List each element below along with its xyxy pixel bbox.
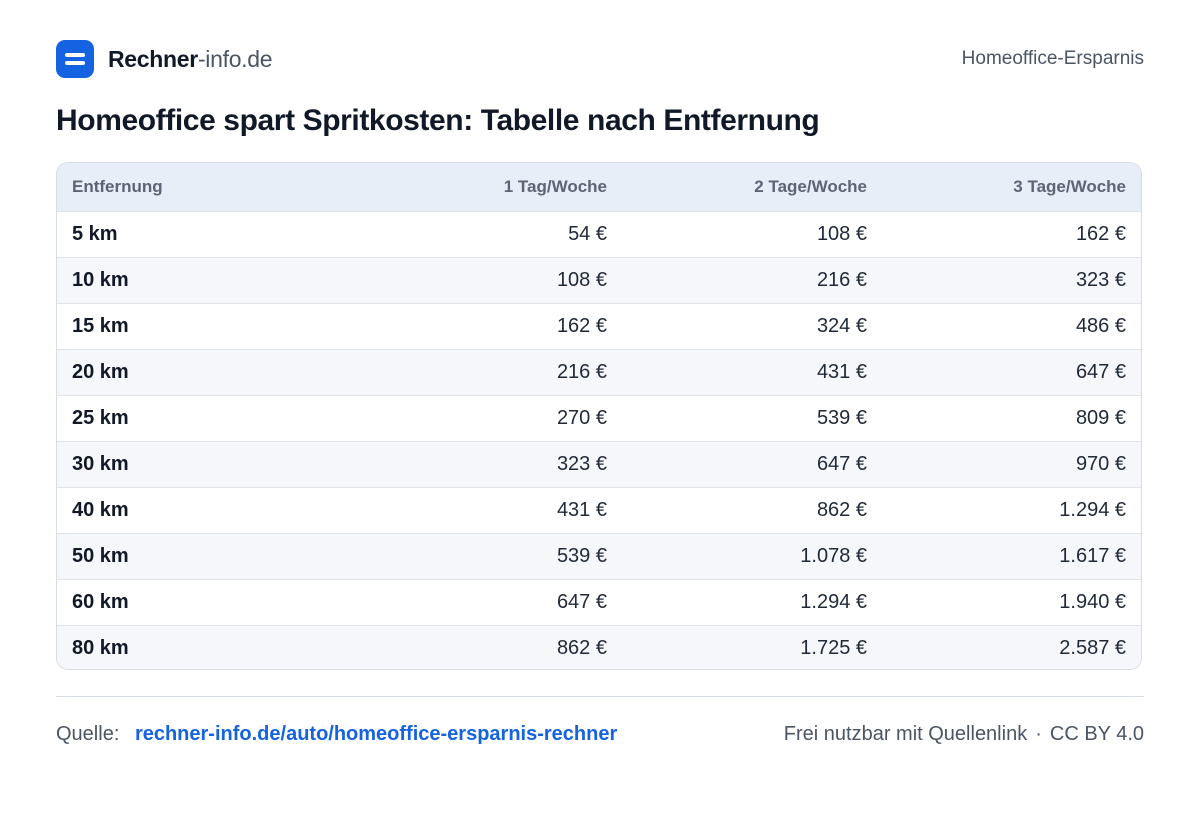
savings-cell: 431 € (556, 498, 607, 521)
source-label: Quelle: (56, 722, 120, 745)
table-row: 20 km 216 € 431 € 647 € (57, 349, 1141, 395)
savings-cell: 1.294 € (800, 590, 867, 613)
savings-table: Entfernung 1 Tag/Woche 2 Tage/Woche 3 Ta… (57, 163, 1141, 669)
source: Quelle: rechner-info.de/auto/homeoffice-… (56, 723, 617, 746)
savings-cell: 1.940 € (1059, 590, 1126, 613)
savings-cell: 162 € (1075, 222, 1126, 245)
savings-table-container: Entfernung 1 Tag/Woche 2 Tage/Woche 3 Ta… (56, 162, 1142, 670)
savings-cell: 2.587 € (1059, 636, 1126, 659)
savings-cell: 1.294 € (1059, 498, 1126, 521)
table-row: 60 km 647 € 1.294 € 1.940 € (57, 579, 1141, 625)
savings-cell: 108 € (816, 222, 867, 245)
distance-cell: 15 km (72, 314, 129, 337)
column-header-3-days: 3 Tage/Woche (1013, 176, 1126, 196)
savings-cell: 539 € (816, 406, 867, 429)
distance-cell: 20 km (72, 360, 129, 383)
savings-cell: 323 € (556, 452, 607, 475)
savings-cell: 1.078 € (800, 544, 867, 567)
savings-cell: 54 € (568, 222, 607, 245)
savings-cell: 862 € (556, 636, 607, 659)
column-header-1-day: 1 Tag/Woche (503, 176, 607, 196)
table-row: 40 km 431 € 862 € 1.294 € (57, 487, 1141, 533)
savings-cell: 486 € (1075, 314, 1126, 337)
distance-cell: 5 km (72, 222, 118, 245)
table-row: 5 km 54 € 108 € 162 € (57, 211, 1141, 257)
table-header-row: Entfernung 1 Tag/Woche 2 Tage/Woche 3 Ta… (57, 163, 1141, 211)
savings-cell: 216 € (816, 268, 867, 291)
distance-cell: 60 km (72, 590, 129, 613)
distance-cell: 40 km (72, 498, 129, 521)
table-row: 30 km 323 € 647 € 970 € (57, 441, 1141, 487)
table-row: 10 km 108 € 216 € 323 € (57, 257, 1141, 303)
license-text: Frei nutzbar mit Quellenlink (783, 722, 1028, 745)
table-body: 5 km 54 € 108 € 162 € 10 km 108 € 216 € 323 € 15… (57, 211, 1141, 669)
table-row: 80 km 862 € 1.725 € 2.587 € (57, 625, 1141, 669)
savings-cell: 647 € (816, 452, 867, 475)
brand-domain: -info.de (197, 45, 273, 72)
site-header: Rechner-info.de Homeoffice-Ersparnis (56, 40, 1144, 78)
savings-cell: 970 € (1075, 452, 1126, 475)
brand[interactable]: Rechner-info.de (56, 40, 273, 78)
header-topic-label: Homeoffice-Ersparnis (961, 48, 1144, 69)
source-link[interactable]: rechner-info.de/auto/homeoffice-ersparni… (134, 722, 618, 745)
license-separator: · (1035, 722, 1042, 745)
savings-cell: 323 € (1075, 268, 1126, 291)
table-row: 25 km 270 € 539 € 809 € (57, 395, 1141, 441)
column-header-distance: Entfernung (72, 176, 163, 196)
logo-icon (56, 40, 94, 78)
savings-cell: 431 € (816, 360, 867, 383)
savings-cell: 270 € (556, 406, 607, 429)
table-row: 50 km 539 € 1.078 € 1.617 € (57, 533, 1141, 579)
savings-cell: 647 € (1075, 360, 1126, 383)
footer-divider (56, 696, 1144, 697)
table-row: 15 km 162 € 324 € 486 € (57, 303, 1141, 349)
distance-cell: 80 km (72, 636, 129, 659)
savings-cell: 539 € (556, 544, 607, 567)
savings-cell: 862 € (816, 498, 867, 521)
savings-cell: 647 € (556, 590, 607, 613)
savings-cell: 1.617 € (1059, 544, 1126, 567)
savings-cell: 324 € (816, 314, 867, 337)
footer: Quelle: rechner-info.de/auto/homeoffice-… (56, 718, 1144, 750)
savings-cell: 162 € (556, 314, 607, 337)
distance-cell: 50 km (72, 544, 129, 567)
distance-cell: 10 km (72, 268, 129, 291)
savings-cell: 216 € (556, 360, 607, 383)
column-header-2-days: 2 Tage/Woche (754, 176, 867, 196)
brand-name: Rechner (108, 45, 198, 72)
distance-cell: 25 km (72, 406, 129, 429)
savings-cell: 809 € (1075, 406, 1126, 429)
license-info: Frei nutzbar mit Quellenlink · CC BY 4.0 (784, 723, 1144, 746)
distance-cell: 30 km (72, 452, 129, 475)
license-name: CC BY 4.0 (1049, 722, 1144, 745)
page-title: Homeoffice spart Spritkosten: Tabelle na… (56, 104, 820, 137)
savings-cell: 1.725 € (800, 636, 867, 659)
savings-cell: 108 € (556, 268, 607, 291)
brand-text: Rechner-info.de (108, 45, 273, 73)
